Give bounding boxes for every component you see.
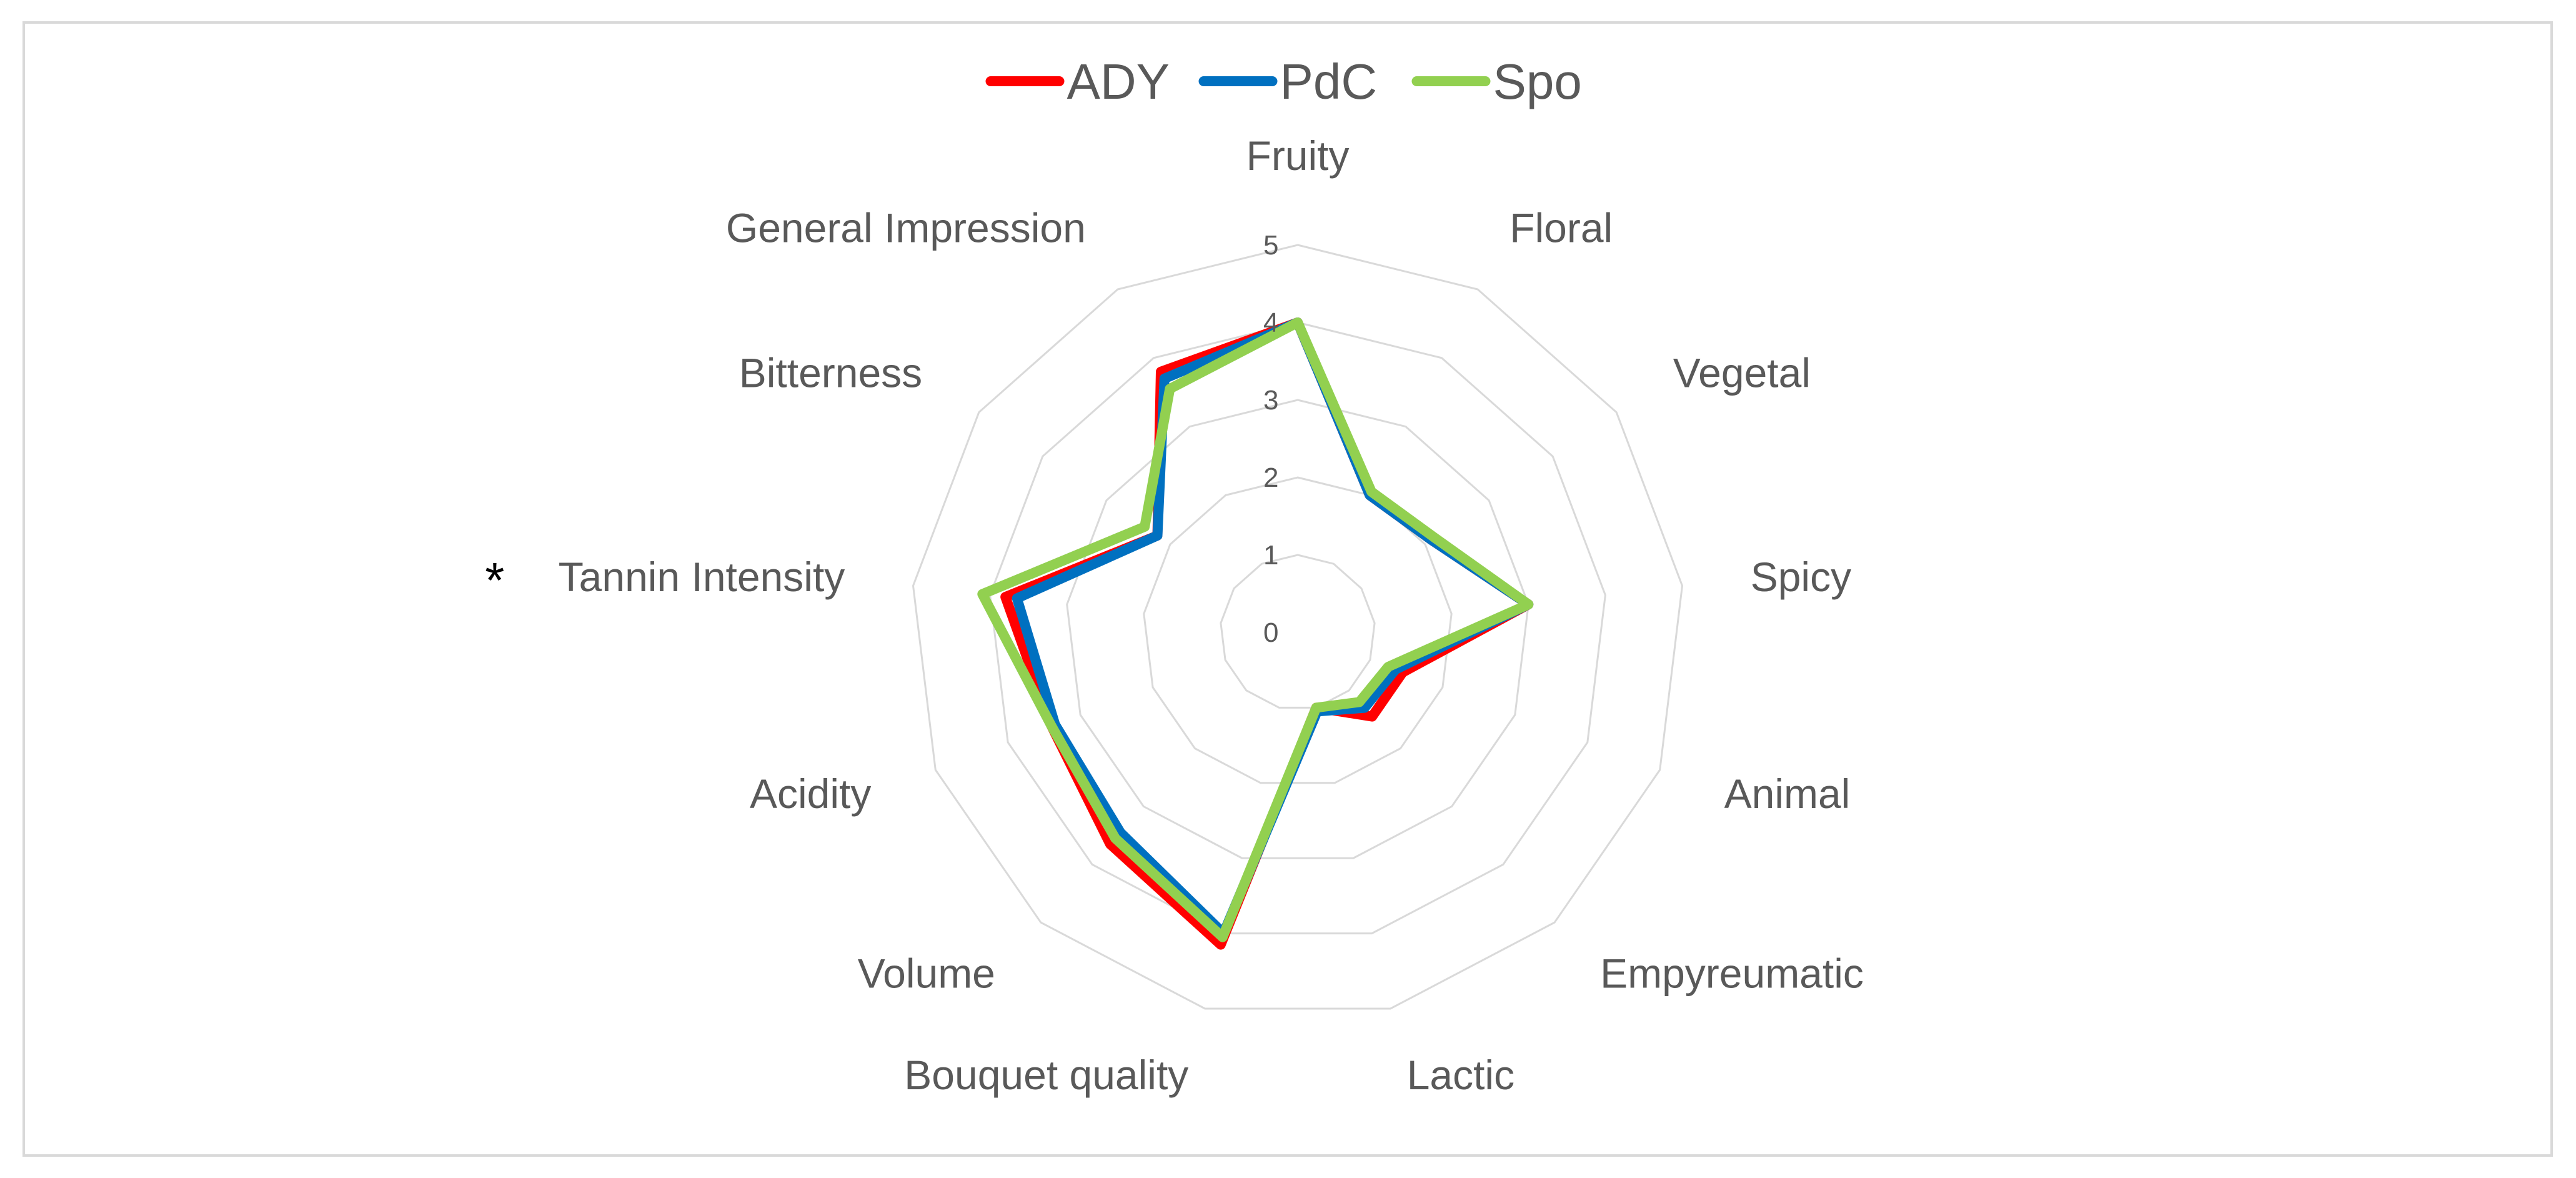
- axis-label-floral: Floral: [1509, 205, 1613, 251]
- grid-ring-3: [1066, 399, 1529, 859]
- axis-label-animal: Animal: [1724, 771, 1851, 817]
- legend-item-pdc: PdC: [1198, 54, 1378, 109]
- axis-label-vegetal: Vegetal: [1673, 349, 1811, 396]
- axis-label-bouquet-quality: Bouquet quality: [904, 1052, 1188, 1098]
- legend-label-ady: ADY: [1067, 54, 1170, 109]
- radar-labels: 0 1 2 3 4 5 Fruity Floral Vegetal Spicy Animal Empy…: [485, 132, 1864, 1098]
- axis-label-spicy: Spicy: [1751, 554, 1851, 600]
- tick-label-4: 4: [1263, 307, 1278, 338]
- axis-label-bitterness: Bitterness: [739, 349, 922, 396]
- chart-legend: ADY PdC Spo: [985, 54, 1582, 109]
- axis-label-fruity: Fruity: [1246, 132, 1350, 179]
- tick-label-0: 0: [1263, 617, 1278, 648]
- tick-label-3: 3: [1263, 385, 1278, 416]
- legend-item-ady: ADY: [985, 54, 1170, 109]
- axis-label-volume: Volume: [858, 950, 995, 996]
- legend-label-spo: Spo: [1493, 54, 1582, 109]
- axis-label-general-impression: General Impression: [726, 205, 1086, 251]
- radar-series: [977, 317, 1534, 950]
- axis-label-tannin-intensity: Tannin Intensity: [559, 554, 845, 600]
- radar-grid: [912, 244, 1684, 1010]
- grid-ring-2: [1143, 476, 1453, 784]
- axis-label-acidity: Acidity: [750, 771, 871, 817]
- axis-label-lactic: Lactic: [1407, 1052, 1514, 1098]
- series-spo-line: [977, 317, 1534, 942]
- chart-frame: [22, 21, 2553, 1157]
- axis-label-empyreumatic: Empyreumatic: [1600, 950, 1864, 996]
- tick-label-1: 1: [1263, 540, 1278, 571]
- tick-label-2: 2: [1263, 462, 1278, 493]
- significance-marker: *: [485, 552, 504, 608]
- grid-ring-4: [989, 321, 1606, 935]
- legend-item-spo: Spo: [1411, 54, 1582, 109]
- tick-label-5: 5: [1263, 230, 1278, 261]
- legend-label-pdc: PdC: [1280, 54, 1378, 109]
- grid-ring-5: [912, 244, 1684, 1010]
- grid-ring-1: [1220, 554, 1376, 709]
